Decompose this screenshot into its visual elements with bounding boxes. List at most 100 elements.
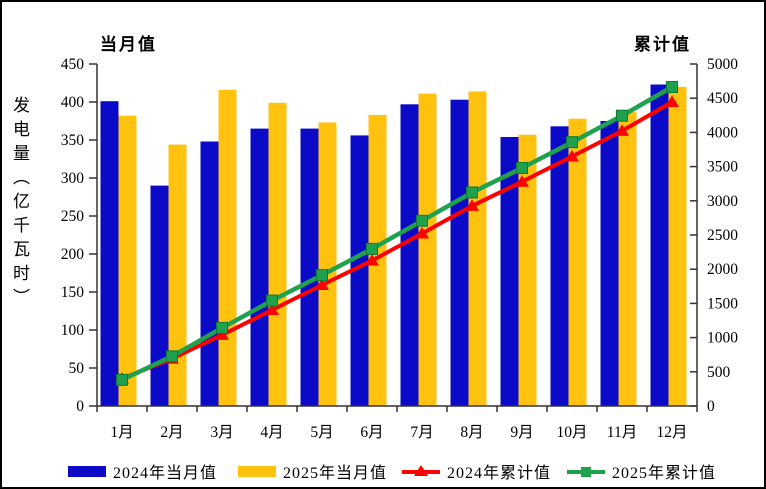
left-axis-header: 当月值 [100,35,157,54]
right-axis-tick-label: 0 [707,398,715,415]
right-axis-header: 累计值 [634,35,691,54]
legend-line-square-swatch-2025 [567,464,605,478]
triangle-marker [265,303,279,315]
square-marker [216,321,228,334]
line-2024年累计值 [121,100,674,381]
right-axis-tick-label: 3000 [707,193,738,210]
triangle-marker-icon [414,465,428,476]
bar-2024年当月值-12月 [650,84,669,406]
line-2025年累计值 [121,85,674,382]
x-axis-month-label: 3月 [210,424,233,441]
right-axis-tick-label: 1500 [707,295,738,312]
left-axis-tick-label: 100 [61,322,85,339]
x-axis-month-label: 2月 [160,424,183,441]
y-axis-title: 发电量（亿千瓦时） [10,96,29,312]
legend-item-2025-monthly: 2025年当月值 [238,461,388,482]
bar-2025年当月值-12月 [668,86,687,407]
legend-label: 2025年当月值 [283,465,388,482]
bar-2024年当月值-2月 [150,185,169,406]
square-marker [516,162,528,175]
bar-2024年当月值-3月 [200,141,219,406]
right-axis-tick-label: 2000 [707,261,738,278]
square-marker [116,373,128,386]
square-marker [266,294,278,307]
x-axis-month-label: 10月 [556,424,587,441]
x-axis-month-label: 12月 [656,424,687,441]
left-axis-tick-label: 200 [61,246,85,263]
square-marker [616,109,628,122]
left-axis-tick-label: 350 [61,132,85,149]
square-marker [466,186,478,199]
x-axis-month-label: 7月 [410,424,433,441]
square-marker [416,214,428,227]
bar-2025年当月值-2月 [168,144,187,406]
x-axis-month-label: 8月 [460,424,483,441]
left-axis-tick-label: 250 [61,208,85,225]
bar-2024年当月值-11月 [600,121,619,406]
triangle-marker [515,175,529,187]
triangle-marker [615,124,629,136]
right-axis-tick-label: 2500 [707,227,738,244]
bar-2024年当月值-4月 [250,128,269,406]
bar-2024年当月值-5月 [300,128,319,406]
triangle-marker [215,328,229,340]
legend-bar-swatch-2024 [68,464,106,478]
triangle-marker [465,199,479,211]
left-axis-tick-label: 50 [69,360,85,377]
right-axis-tick-label: 1000 [707,330,738,347]
left-axis-tick-label: 300 [61,170,85,187]
bar-2025年当月值-6月 [368,114,387,407]
legend-line-triangle-swatch-2024 [402,464,440,478]
legend-label: 2025年累计值 [612,465,717,482]
left-axis-tick-label: 450 [61,56,85,73]
square-marker [316,269,328,282]
triangle-marker [365,254,379,266]
bar-2025年当月值-1月 [118,115,137,406]
bar-2024年当月值-9月 [500,137,519,406]
right-axis-tick-label: 3500 [707,159,738,176]
right-axis-tick-label: 5000 [707,56,738,73]
x-axis-month-label: 6月 [360,424,383,441]
bar-2025年当月值-9月 [518,134,537,406]
x-axis-month-label: 4月 [260,424,283,441]
legend-item-2025-cumulative: 2025年累计值 [567,461,717,482]
bar-2025年当月值-10月 [568,118,587,406]
bar-2024年当月值-8月 [450,99,469,406]
x-axis-month-label: 11月 [607,424,637,441]
x-axis-month-label: 1月 [110,424,133,441]
right-axis-tick-label: 500 [707,364,731,381]
triangle-marker [565,150,579,162]
bar-2025年当月值-7月 [418,93,437,406]
bar-2024年当月值-1月 [100,101,119,406]
bar-2024年当月值-6月 [350,135,369,406]
left-axis-tick-label: 0 [76,398,84,415]
square-marker [666,80,678,93]
legend-label: 2024年当月值 [113,465,218,482]
legend-label: 2024年累计值 [447,465,552,482]
bar-2025年当月值-11月 [618,111,637,407]
bar-2024年当月值-10月 [550,126,569,407]
right-axis-tick-label: 4500 [707,90,738,107]
bar-2025年当月值-8月 [468,91,487,407]
legend-item-2024-monthly: 2024年当月值 [68,461,218,482]
square-marker-icon [581,467,591,477]
legend-bar-swatch-2025 [238,464,276,478]
square-marker [166,350,178,363]
chart-legend: 2024年当月值 2025年当月值 2024年累计值 2025年累计值 [2,461,764,485]
right-axis-tick-label: 4000 [707,124,738,141]
triangle-marker [665,95,679,107]
square-marker [366,242,378,255]
x-axis-month-label: 9月 [510,424,533,441]
square-marker [566,136,578,149]
x-axis-month-label: 5月 [310,424,333,441]
left-axis-tick-label: 400 [61,94,85,111]
legend-item-2024-cumulative: 2024年累计值 [402,461,552,482]
left-axis-tick-label: 150 [61,284,85,301]
bar-2024年当月值-7月 [400,104,419,407]
triangle-marker [315,278,329,291]
bar-2025年当月值-3月 [218,89,237,407]
bar-2025年当月值-5月 [318,122,337,406]
